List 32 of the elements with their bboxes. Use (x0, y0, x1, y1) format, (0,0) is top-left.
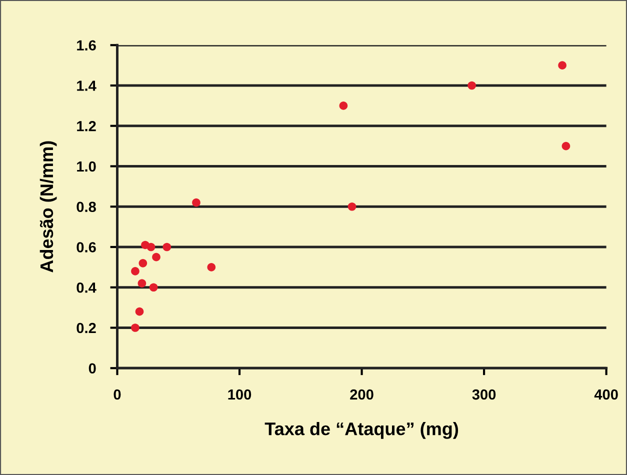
point (131, 324, 140, 332)
point (146, 242, 156, 252)
y-tick-label: 0.8 (76, 202, 96, 212)
point (138, 279, 146, 288)
y-tick-label: 0.4 (76, 282, 96, 293)
x-tick-label: 400 (594, 389, 618, 400)
y-tick-label: 0 (88, 363, 96, 374)
y-tick-label: 0.6 (76, 242, 96, 252)
point (348, 202, 356, 211)
point (131, 267, 140, 276)
point (138, 258, 148, 268)
y-axis-title: Adesão (N/mm) (40, 141, 57, 272)
point (207, 263, 216, 272)
point (135, 307, 144, 316)
x-tick-label: 300 (472, 389, 496, 400)
y-tick-label: 1.0 (77, 161, 96, 172)
point (339, 102, 348, 110)
point (468, 81, 476, 90)
y-tick-label: 1.2 (77, 120, 96, 132)
x-tick-label: 200 (350, 389, 374, 400)
point (162, 242, 172, 252)
point (562, 142, 570, 150)
point (192, 198, 200, 207)
point (149, 283, 158, 292)
y-tick-label: 0.2 (76, 322, 96, 334)
y-tick-label: 1.6 (77, 40, 96, 51)
x-tick-label: 100 (228, 389, 252, 400)
point (558, 61, 566, 70)
x-axis-title: Taxa de “Ataque” (mg) (264, 422, 458, 439)
point (152, 252, 160, 262)
y-tick-label: 1.4 (77, 80, 96, 91)
x-tick-label: 0 (114, 389, 121, 400)
